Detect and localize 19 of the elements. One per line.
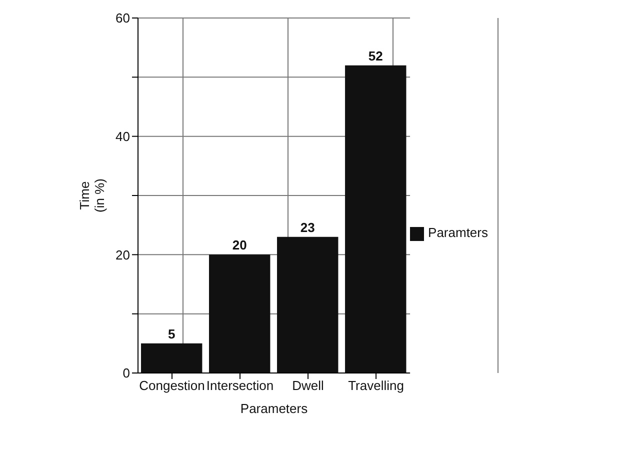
data-label: 52 — [368, 48, 383, 64]
x-axis-title: Parameters — [240, 401, 308, 416]
y-tick-label: 60 — [116, 10, 130, 26]
x-tick-label: Intersection — [206, 378, 274, 394]
legend-label: Paramters — [428, 225, 488, 240]
bar — [209, 254, 270, 373]
y-tick-label: 0 — [122, 366, 130, 381]
x-tick-label: Congestion — [139, 378, 205, 394]
y-tick-label: 40 — [116, 128, 130, 144]
data-label: 23 — [300, 220, 315, 235]
bar — [277, 236, 338, 373]
bar — [141, 343, 202, 373]
bar — [345, 65, 406, 373]
x-tick-label: Travelling — [348, 378, 404, 394]
y-tick-label: 20 — [116, 247, 130, 262]
data-label: 20 — [232, 238, 247, 253]
data-label: 5 — [168, 326, 176, 342]
x-tick-label: Dwell — [292, 378, 324, 394]
y-axis-title: Time (in %) — [77, 178, 107, 212]
